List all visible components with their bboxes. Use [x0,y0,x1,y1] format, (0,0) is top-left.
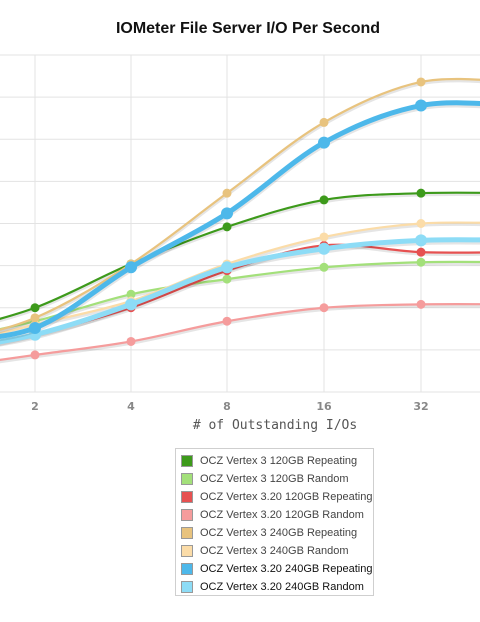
legend-label: OCZ Vertex 3.20 120GB Random [200,509,364,521]
x-tick-labels: 2 4 8 16 32 [31,400,428,413]
data-point[interactable] [222,222,232,232]
data-point[interactable] [30,350,40,360]
legend-item[interactable]: OCZ Vertex 3 240GB Random [176,542,373,560]
data-point[interactable] [29,321,41,334]
legend-item[interactable]: OCZ Vertex 3 120GB Repeating [176,452,373,470]
legend-swatch [181,563,193,575]
data-point[interactable] [416,257,426,267]
x-tick-label: 4 [127,400,135,413]
x-tick-label: 8 [223,400,231,413]
data-point[interactable] [222,316,232,326]
data-point[interactable] [415,234,427,247]
x-tick-label: 32 [413,400,428,413]
legend-label: OCZ Vertex 3.20 240GB Repeating [200,563,373,575]
legend-swatch [181,581,193,593]
series-3 [0,299,480,364]
legend-swatch [181,455,193,467]
data-point[interactable] [125,298,137,311]
data-point[interactable] [126,289,136,299]
legend-label: OCZ Vertex 3.20 120GB Repeating [200,491,373,503]
data-point[interactable] [319,232,329,242]
legend-label: OCZ Vertex 3 240GB Repeating [200,527,358,539]
x-tick-label: 2 [31,400,39,413]
data-point[interactable] [416,188,426,198]
grid-lines [0,54,480,393]
data-point[interactable] [319,303,329,313]
data-point[interactable] [319,117,329,127]
data-point[interactable] [221,207,233,220]
legend-swatch [181,473,193,485]
data-point[interactable] [222,188,232,198]
series-layer [0,77,480,364]
legend-item[interactable]: OCZ Vertex 3.20 240GB Repeating [176,560,373,578]
series-6 [0,99,480,342]
legend-label: OCZ Vertex 3.20 240GB Random [200,581,364,593]
legend: OCZ Vertex 3 120GB Repeating OCZ Vertex … [175,448,374,596]
legend-swatch [181,545,193,557]
x-axis-title: # of Outstanding I/Os [192,418,358,433]
data-point[interactable] [416,299,426,309]
data-point[interactable] [319,195,329,205]
legend-item[interactable]: OCZ Vertex 3.20 240GB Random [176,578,373,596]
data-point[interactable] [222,274,232,284]
legend-swatch [181,509,193,521]
data-point[interactable] [416,77,426,87]
data-point[interactable] [416,219,426,228]
legend-swatch [181,491,193,503]
data-point[interactable] [318,136,330,149]
legend-swatch [181,527,193,539]
data-point[interactable] [318,242,330,255]
legend-item[interactable]: OCZ Vertex 3.20 120GB Repeating [176,488,373,506]
x-tick-label: 16 [316,400,332,413]
chart-title: IOMeter File Server I/O Per Second [115,20,381,37]
data-point[interactable] [221,261,233,274]
data-point[interactable] [415,99,427,112]
legend-label: OCZ Vertex 3 240GB Random [200,545,349,557]
data-point[interactable] [125,261,137,274]
legend-item[interactable]: OCZ Vertex 3 120GB Random [176,470,373,488]
series-line [0,237,480,345]
series-4 [0,77,480,334]
legend-item[interactable]: OCZ Vertex 3 240GB Repeating [176,524,373,542]
data-point[interactable] [319,262,329,272]
legend-label: OCZ Vertex 3 120GB Repeating [200,455,358,467]
data-point[interactable] [126,336,136,346]
data-point[interactable] [30,313,40,323]
series-7 [0,234,480,347]
legend-label: OCZ Vertex 3 120GB Random [200,473,349,485]
data-point[interactable] [416,247,426,257]
series-shadow [0,237,480,347]
legend-item[interactable]: OCZ Vertex 3.20 120GB Random [176,506,373,524]
data-point[interactable] [30,303,40,313]
